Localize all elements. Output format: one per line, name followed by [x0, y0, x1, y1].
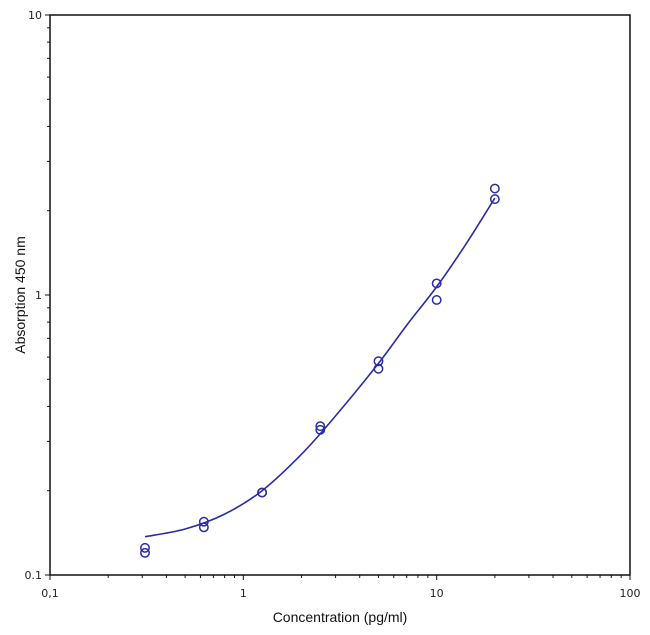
data-point	[489, 194, 500, 205]
y-axis-title: Absorption 450 nm	[12, 236, 28, 354]
data-point	[489, 183, 500, 194]
data-point	[373, 356, 384, 367]
data-point	[198, 522, 209, 533]
y-tick-label: 10	[28, 9, 42, 22]
data-point	[431, 295, 442, 305]
data-point	[315, 424, 326, 435]
data-point	[198, 516, 209, 527]
x-tick-label: 100	[620, 587, 641, 600]
data-point	[140, 542, 150, 553]
x-tick-label: 0,1	[41, 587, 59, 600]
y-tick-label: 0.1	[25, 569, 43, 582]
x-tick-label: 1	[240, 587, 247, 600]
data-point	[315, 421, 326, 432]
fit-curve	[144, 197, 496, 538]
tick-labels: 0,1 1 10 100 0.1 1 10	[25, 9, 641, 600]
y-tick-label: 1	[35, 289, 42, 302]
data-point	[257, 487, 268, 498]
plot-frame	[49, 14, 631, 576]
data-point	[431, 278, 442, 289]
data-point	[373, 363, 384, 374]
axis-ticks	[45, 14, 631, 580]
data-point	[140, 547, 150, 558]
data-points	[140, 183, 500, 558]
x-tick-label: 10	[430, 587, 444, 600]
x-axis-title: Concentration (pg/ml)	[273, 609, 408, 625]
